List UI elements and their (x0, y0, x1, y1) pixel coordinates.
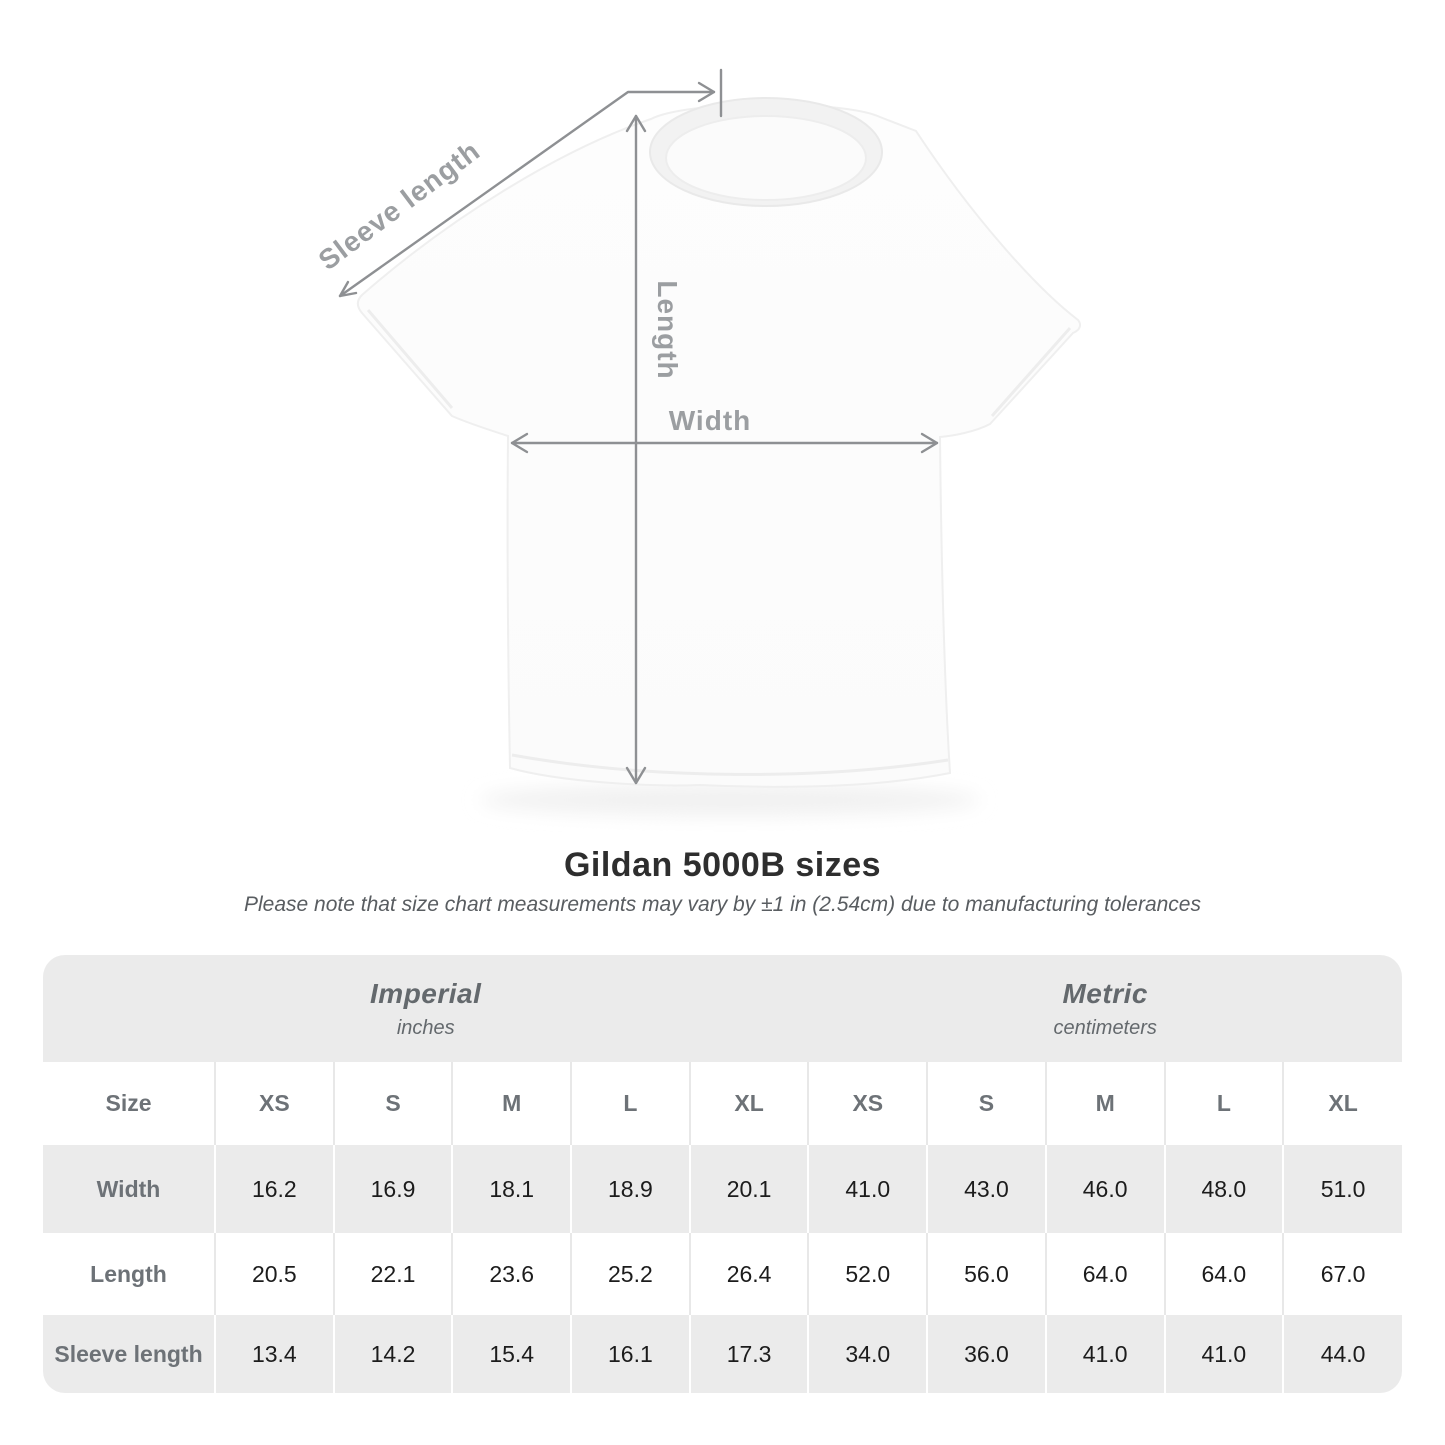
width-value: 18.9 (570, 1145, 690, 1233)
size-col-header: XS (807, 1062, 928, 1145)
length-value: 26.4 (688, 1233, 809, 1315)
width-arrow (510, 432, 939, 454)
left-cuff-seam (366, 309, 454, 409)
width-label: Width (669, 405, 752, 436)
tshirt-body (356, 103, 1082, 788)
metric-band: Metric centimeters (808, 955, 1402, 1062)
page-title: Gildan 5000B sizes (563, 846, 882, 884)
length-value: 64.0 (1163, 1233, 1284, 1315)
size-table: Imperial inches Metric centimeters Size … (43, 955, 1402, 1393)
sleeve-length-value: 17.3 (688, 1315, 809, 1393)
metric-unit: centimeters (1053, 1016, 1157, 1039)
length-value: 56.0 (926, 1233, 1046, 1315)
size-col-header: S (926, 1062, 1046, 1145)
width-value: 46.0 (1044, 1145, 1165, 1233)
size-header-label: Size (105, 1090, 152, 1116)
unit-band-row: Imperial inches Metric centimeters (43, 955, 1402, 1062)
size-col-header: XS (214, 1062, 334, 1145)
imperial-band: Imperial inches (43, 955, 809, 1062)
length-value: 22.1 (332, 1233, 453, 1315)
width-row: Width 16.2 16.9 18.1 18.9 20.1 41.0 43.0… (43, 1145, 1402, 1233)
length-value: 25.2 (570, 1233, 690, 1315)
width-value: 41.0 (807, 1145, 928, 1233)
sleeve-length-arrow (338, 68, 723, 298)
length-value: 64.0 (1044, 1233, 1165, 1315)
width-value: 48.0 (1163, 1145, 1284, 1233)
size-col-header: XL (1282, 1062, 1402, 1145)
width-value: 16.9 (332, 1145, 453, 1233)
size-col-header: S (332, 1062, 453, 1145)
width-value: 20.1 (688, 1145, 809, 1233)
size-header-row: Size XS S M L XL XS S M L XL (43, 1062, 1402, 1145)
row-label-length: Length (90, 1260, 167, 1287)
width-value: 16.2 (214, 1145, 334, 1233)
size-col-header: M (1044, 1062, 1165, 1145)
sleeve-length-row: Sleeve length 13.4 14.2 15.4 16.1 17.3 3… (43, 1315, 1402, 1393)
sleeve-length-value: 14.2 (332, 1315, 453, 1393)
sleeve-length-value: 16.1 (570, 1315, 690, 1393)
metric-title: Metric (1062, 977, 1148, 1009)
size-col-header: M (451, 1062, 572, 1145)
length-value: 23.6 (451, 1233, 572, 1315)
sleeve-length-value: 41.0 (1163, 1315, 1284, 1393)
length-row: Length 20.5 22.1 23.6 25.2 26.4 52.0 56.… (43, 1233, 1402, 1315)
length-arrow (625, 114, 647, 785)
sleeve-length-value: 15.4 (451, 1315, 572, 1393)
sleeve-length-value: 34.0 (807, 1315, 928, 1393)
width-value: 18.1 (451, 1145, 572, 1233)
sleeve-length-value: 44.0 (1282, 1315, 1402, 1393)
sleeve-length-value: 13.4 (214, 1315, 334, 1393)
hem-seam (511, 753, 949, 776)
size-col-header: L (570, 1062, 690, 1145)
width-value: 43.0 (926, 1145, 1046, 1233)
imperial-unit: inches (396, 1016, 455, 1039)
tolerance-note: Please note that size chart measurements… (244, 893, 1201, 916)
shirt-shadow (480, 784, 980, 816)
width-value: 51.0 (1282, 1145, 1402, 1233)
size-col-header: L (1163, 1062, 1284, 1145)
right-cuff-seam (990, 327, 1072, 417)
length-value: 67.0 (1282, 1233, 1402, 1315)
sleeve-length-value: 41.0 (1044, 1315, 1165, 1393)
length-value: 20.5 (214, 1233, 334, 1315)
length-label: Length (652, 280, 683, 379)
tshirt-measurement-diagram: Sleeve length Length Width (313, 68, 1082, 816)
row-label-sleeve-length: Sleeve length (54, 1340, 203, 1367)
sleeve-length-value: 36.0 (926, 1315, 1046, 1393)
collar-inner (665, 115, 867, 201)
imperial-title: Imperial (370, 977, 482, 1009)
row-label-width: Width (96, 1175, 161, 1202)
size-col-header: XL (688, 1062, 809, 1145)
length-value: 52.0 (807, 1233, 928, 1315)
